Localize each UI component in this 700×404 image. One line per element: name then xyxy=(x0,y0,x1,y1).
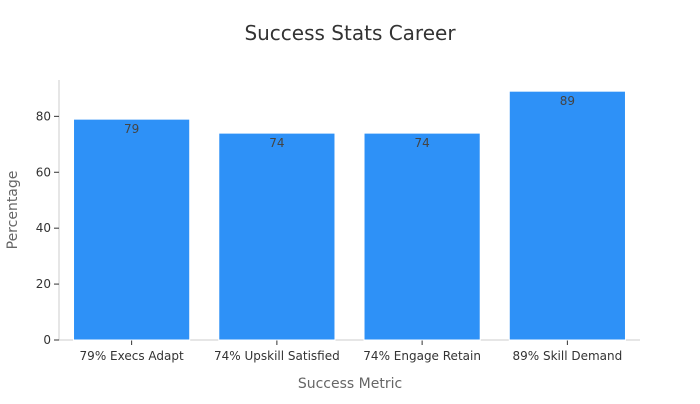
y-tick-label: 20 xyxy=(36,277,51,291)
bar xyxy=(218,132,336,341)
x-tick-label: 89% Skill Demand xyxy=(512,349,622,363)
bar-value-label: 79 xyxy=(124,122,139,136)
x-axis-title: Success Metric xyxy=(298,376,402,392)
bar-value-label: 74 xyxy=(414,136,429,150)
y-axis: 0 20 40 60 80 xyxy=(36,80,60,347)
bar xyxy=(508,90,626,341)
y-axis-title: Percentage xyxy=(5,171,21,250)
x-tick-label: 74% Engage Retain xyxy=(363,349,481,363)
bar-value-label: 89 xyxy=(560,94,575,108)
bars-group xyxy=(73,90,626,341)
bar xyxy=(73,118,191,341)
y-tick-label: 80 xyxy=(36,109,51,123)
y-tick-label: 0 xyxy=(43,333,51,347)
bar xyxy=(363,132,481,341)
y-tick-label: 40 xyxy=(36,221,51,235)
x-tick-label: 79% Execs Adapt xyxy=(80,349,184,363)
data-labels-group: 79 74 74 89 xyxy=(124,94,575,150)
chart-title: Success Stats Career xyxy=(244,21,456,45)
x-axis: 79% Execs Adapt 74% Upskill Satisfied 74% … xyxy=(59,339,640,363)
bar-value-label: 74 xyxy=(269,136,284,150)
x-tick-label: 74% Upskill Satisfied xyxy=(214,349,340,363)
y-tick-label: 60 xyxy=(36,165,51,179)
